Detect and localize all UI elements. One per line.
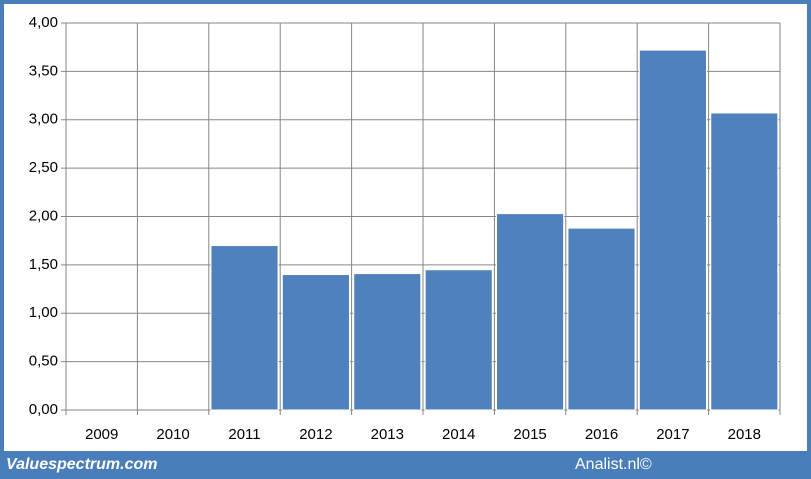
x-tick-label: 2011	[228, 426, 260, 443]
x-tick-label: 2012	[299, 426, 332, 443]
y-tick-label: 0,00	[29, 401, 58, 418]
bar	[353, 273, 422, 411]
bar	[567, 227, 636, 411]
y-tick-label: 3,50	[29, 62, 58, 79]
bar	[496, 213, 565, 411]
y-tick-label: 2,00	[29, 207, 58, 224]
x-tick-label: 2018	[728, 426, 761, 443]
y-tick-label: 0,50	[29, 353, 58, 370]
bar	[281, 274, 350, 411]
y-tick-label: 4,00	[29, 14, 58, 31]
y-tick-label: 1,00	[29, 304, 58, 321]
x-tick-label: 2017	[656, 426, 689, 443]
bar	[424, 269, 493, 411]
footer-left: Valuespectrum.com	[6, 456, 157, 473]
bar	[638, 49, 707, 411]
x-tick-label: 2016	[585, 426, 618, 443]
x-tick-label: 2015	[513, 426, 546, 443]
y-tick-label: 2,50	[29, 159, 58, 176]
x-tick-label: 2014	[442, 426, 475, 443]
y-tick-label: 3,00	[29, 111, 58, 128]
x-tick-label: 2010	[156, 426, 189, 443]
bar	[710, 112, 779, 411]
x-tick-label: 2013	[371, 426, 404, 443]
y-tick-label: 1,50	[29, 256, 58, 273]
footer-right: Analist.nl©	[575, 456, 652, 473]
x-tick-label: 2009	[85, 426, 118, 443]
bar	[210, 245, 279, 411]
